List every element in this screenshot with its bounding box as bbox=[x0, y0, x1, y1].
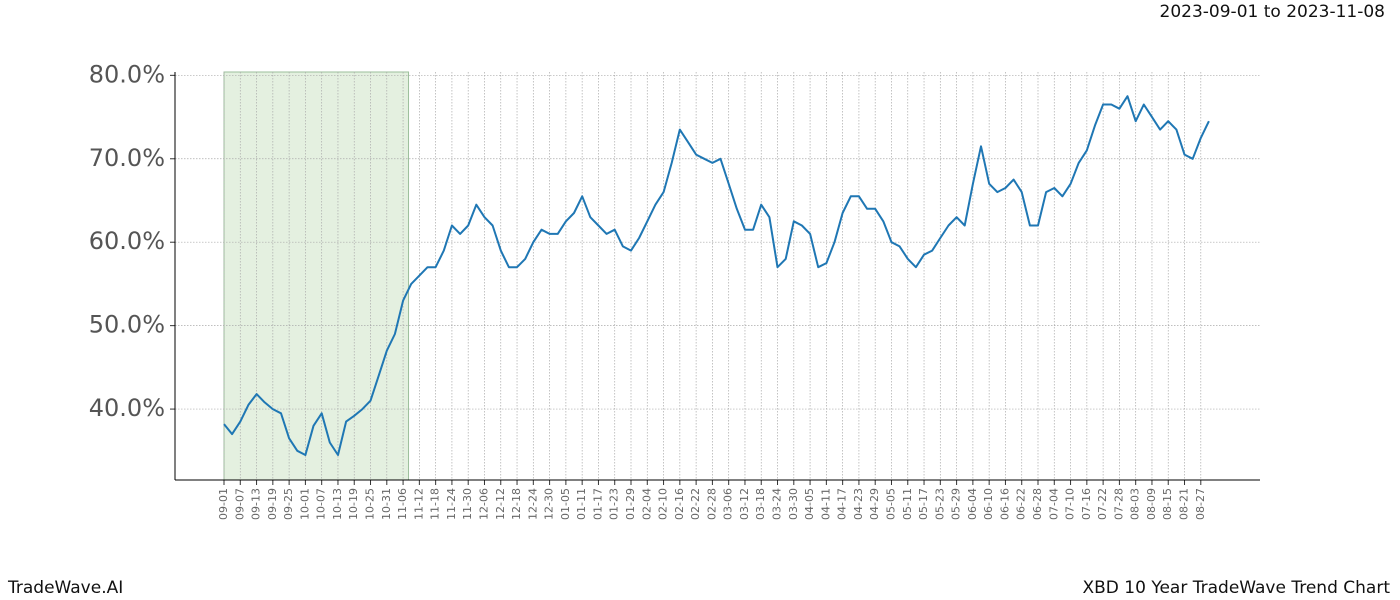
x-tick-label: 07-10 bbox=[1064, 488, 1077, 520]
x-tick-label: 09-25 bbox=[282, 488, 295, 520]
x-tick-label: 01-05 bbox=[559, 488, 572, 520]
x-tick-label: 03-06 bbox=[722, 488, 735, 520]
y-tick-label: 80.0% bbox=[89, 60, 165, 88]
x-tick-label: 11-06 bbox=[396, 488, 409, 520]
x-tick-label: 05-23 bbox=[933, 488, 946, 520]
x-tick-label: 01-17 bbox=[591, 488, 604, 520]
y-tick-label: 60.0% bbox=[89, 227, 165, 255]
footer-left: TradeWave.AI bbox=[7, 578, 123, 598]
x-tick-label: 03-24 bbox=[771, 488, 784, 520]
x-tick-label: 02-04 bbox=[640, 488, 653, 520]
highlight-region bbox=[223, 71, 410, 481]
x-tick-label: 03-18 bbox=[754, 488, 767, 520]
x-tick-label: 01-11 bbox=[575, 488, 588, 520]
x-tick-label: 10-19 bbox=[347, 488, 360, 520]
y-tick-label: 50.0% bbox=[89, 311, 165, 339]
x-tick-label: 04-29 bbox=[868, 488, 881, 520]
x-tick-label: 01-23 bbox=[608, 488, 621, 520]
x-tick-label: 11-12 bbox=[412, 488, 425, 520]
x-tick-label: 04-05 bbox=[803, 488, 816, 520]
chart-subtitle: 2023-09-01 to 2023-11-08 bbox=[1160, 2, 1385, 22]
x-tick-label: 03-12 bbox=[738, 488, 751, 520]
x-tick-label: 10-31 bbox=[380, 488, 393, 520]
footer-right: XBD 10 Year TradeWave Trend Chart bbox=[1083, 578, 1391, 598]
x-tick-label: 08-09 bbox=[1145, 488, 1158, 520]
x-tick-label: 09-19 bbox=[266, 488, 279, 520]
x-tick-label: 10-07 bbox=[315, 488, 328, 520]
x-tick-label: 04-17 bbox=[836, 488, 849, 520]
x-tick-label: 12-06 bbox=[477, 488, 490, 520]
x-tick-label: 07-28 bbox=[1112, 488, 1125, 520]
x-tick-label: 02-10 bbox=[657, 488, 670, 520]
x-tick-label: 06-28 bbox=[1031, 488, 1044, 520]
x-tick-label: 05-05 bbox=[884, 488, 897, 520]
x-tick-label: 02-16 bbox=[673, 488, 686, 520]
y-tick-label: 70.0% bbox=[89, 144, 165, 172]
x-tick-label: 08-21 bbox=[1178, 488, 1191, 520]
x-tick-label: 05-29 bbox=[950, 488, 963, 520]
x-tick-label: 12-18 bbox=[510, 488, 523, 520]
x-tick-label: 08-15 bbox=[1161, 488, 1174, 520]
x-tick-label: 01-29 bbox=[624, 488, 637, 520]
x-tick-label: 10-01 bbox=[298, 488, 311, 520]
x-tick-label: 08-03 bbox=[1129, 488, 1142, 520]
x-tick-label: 06-10 bbox=[982, 488, 995, 520]
y-tick-label: 40.0% bbox=[89, 394, 165, 422]
x-tick-label: 06-04 bbox=[966, 488, 979, 520]
x-tick-label: 07-04 bbox=[1047, 488, 1060, 520]
x-tick-label: 11-24 bbox=[445, 488, 458, 520]
x-tick-label: 12-24 bbox=[526, 488, 539, 520]
x-tick-label: 06-22 bbox=[1015, 488, 1028, 520]
x-tick-label: 02-22 bbox=[689, 488, 702, 520]
x-tick-label: 08-27 bbox=[1194, 488, 1207, 520]
x-tick-label: 04-23 bbox=[852, 488, 865, 520]
x-tick-label: 09-07 bbox=[233, 488, 246, 520]
x-tick-label: 05-17 bbox=[917, 488, 930, 520]
x-tick-label: 09-01 bbox=[217, 488, 230, 520]
x-tick-label: 10-13 bbox=[331, 488, 344, 520]
x-tick-label: 07-22 bbox=[1096, 488, 1109, 520]
x-tick-label: 10-25 bbox=[364, 488, 377, 520]
x-tick-label: 12-30 bbox=[543, 488, 556, 520]
x-tick-label: 06-16 bbox=[998, 488, 1011, 520]
x-tick-label: 11-30 bbox=[461, 488, 474, 520]
x-tick-label: 12-12 bbox=[494, 488, 507, 520]
x-tick-label: 02-28 bbox=[705, 488, 718, 520]
x-tick-label: 11-18 bbox=[429, 488, 442, 520]
x-tick-label: 03-30 bbox=[787, 488, 800, 520]
x-tick-label: 09-13 bbox=[250, 488, 263, 520]
x-tick-label: 07-16 bbox=[1080, 488, 1093, 520]
trend-line bbox=[223, 95, 1210, 456]
x-tick-label: 05-11 bbox=[901, 488, 914, 520]
x-tick-label: 04-11 bbox=[819, 488, 832, 520]
